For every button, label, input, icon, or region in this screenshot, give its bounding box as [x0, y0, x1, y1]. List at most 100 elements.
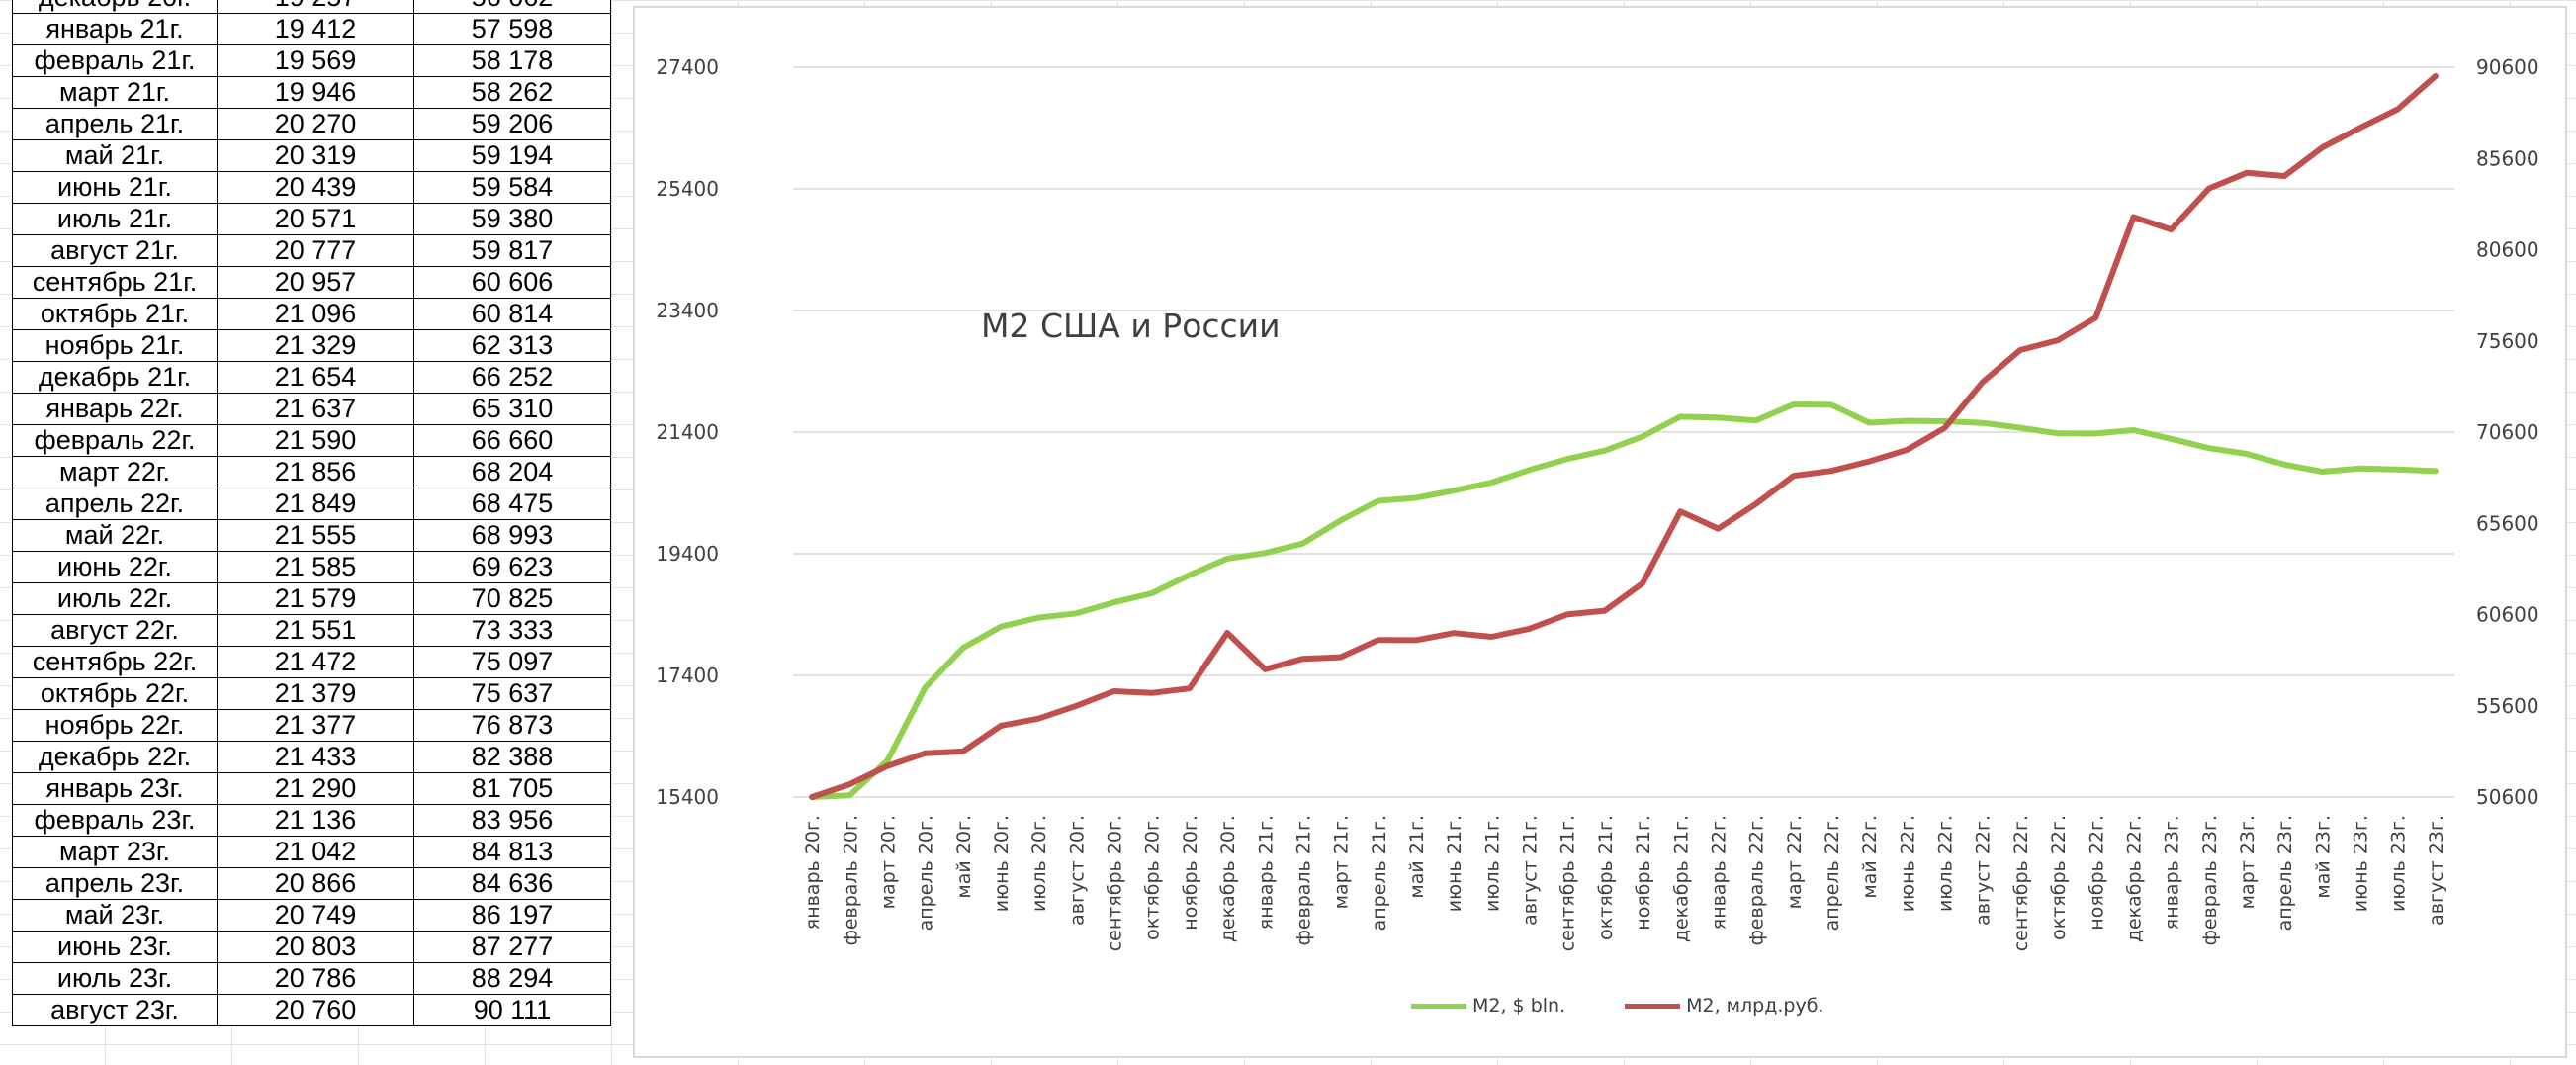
table-cell[interactable]: 20 777	[217, 234, 414, 267]
table-cell[interactable]: март 23г.	[12, 836, 218, 868]
table-cell[interactable]: август 22г.	[12, 614, 218, 647]
table-cell[interactable]: 21 637	[217, 393, 414, 425]
table-cell[interactable]: 88 294	[413, 962, 611, 995]
table-cell[interactable]: 59 194	[413, 139, 611, 172]
table-cell[interactable]: июль 23г.	[12, 962, 218, 995]
table-cell[interactable]: 58 262	[413, 76, 611, 109]
table-cell[interactable]: январь 22г.	[12, 393, 218, 425]
table-cell[interactable]: 75 097	[413, 646, 611, 678]
table-cell[interactable]: февраль 21г.	[12, 44, 218, 77]
table-cell[interactable]: октябрь 21г.	[12, 298, 218, 330]
table-cell[interactable]: 62 313	[413, 329, 611, 362]
table-cell[interactable]: 20 439	[217, 171, 414, 204]
table-cell[interactable]: август 23г.	[12, 994, 218, 1026]
table-cell[interactable]: 81 705	[413, 772, 611, 805]
table-cell[interactable]: 20 803	[217, 931, 414, 963]
table-cell[interactable]: 21 856	[217, 456, 414, 488]
table-cell[interactable]: январь 21г.	[12, 13, 218, 45]
table-cell[interactable]: 60 814	[413, 298, 611, 330]
table-cell[interactable]: 66 660	[413, 424, 611, 457]
table-cell[interactable]: 21 579	[217, 582, 414, 615]
table-cell[interactable]: 21 377	[217, 709, 414, 742]
table-cell[interactable]: апрель 21г.	[12, 108, 218, 140]
table-cell[interactable]: 21 096	[217, 298, 414, 330]
table-cell[interactable]: октябрь 22г.	[12, 677, 218, 710]
table-cell[interactable]: 87 277	[413, 931, 611, 963]
table-cell[interactable]: 56 062	[413, 0, 611, 14]
table-cell[interactable]: 20 866	[217, 867, 414, 900]
table-cell[interactable]: 20 749	[217, 899, 414, 932]
table-cell[interactable]: 60 606	[413, 266, 611, 299]
table-cell[interactable]: 21 042	[217, 836, 414, 868]
table-cell[interactable]: 20 270	[217, 108, 414, 140]
table-cell[interactable]: 76 873	[413, 709, 611, 742]
table-cell[interactable]: 20 786	[217, 962, 414, 995]
chart-area[interactable]: 15400 17400 19400 21400 23400 25400 27400 50600…	[633, 6, 2567, 1058]
table-cell[interactable]: август 21г.	[12, 234, 218, 267]
table-cell[interactable]: сентябрь 21г.	[12, 266, 218, 299]
table-cell[interactable]: 20 760	[217, 994, 414, 1026]
table-cell[interactable]: 59 584	[413, 171, 611, 204]
table-cell[interactable]: 66 252	[413, 361, 611, 394]
table-cell[interactable]: 90 111	[413, 994, 611, 1026]
table-cell[interactable]: 58 178	[413, 44, 611, 77]
table-cell[interactable]: 86 197	[413, 899, 611, 932]
table-cell[interactable]: 73 333	[413, 614, 611, 647]
table-cell[interactable]: 21 585	[217, 551, 414, 583]
table-cell[interactable]: май 23г.	[12, 899, 218, 932]
table-cell[interactable]: 21 654	[217, 361, 414, 394]
table-cell[interactable]: 68 204	[413, 456, 611, 488]
table-cell[interactable]: 21 290	[217, 772, 414, 805]
table-cell[interactable]: 59 206	[413, 108, 611, 140]
table-cell[interactable]: 68 475	[413, 488, 611, 520]
table-cell[interactable]: апрель 23г.	[12, 867, 218, 900]
table-cell[interactable]: сентябрь 22г.	[12, 646, 218, 678]
table-cell[interactable]: 69 623	[413, 551, 611, 583]
table-cell[interactable]: февраль 23г.	[12, 804, 218, 837]
table-cell[interactable]: 82 388	[413, 741, 611, 773]
table-cell[interactable]: декабрь 20г.	[12, 0, 218, 14]
table-cell[interactable]: декабрь 22г.	[12, 741, 218, 773]
table-cell[interactable]: 21 590	[217, 424, 414, 457]
table-cell[interactable]: 59 380	[413, 203, 611, 235]
table-cell[interactable]: 20 957	[217, 266, 414, 299]
table-cell[interactable]: февраль 22г.	[12, 424, 218, 457]
table-cell[interactable]: январь 23г.	[12, 772, 218, 805]
table-cell[interactable]: 75 637	[413, 677, 611, 710]
table-cell[interactable]: 19 569	[217, 44, 414, 77]
table-cell[interactable]: 21 379	[217, 677, 414, 710]
table-cell[interactable]: 21 551	[217, 614, 414, 647]
table-cell[interactable]: 20 319	[217, 139, 414, 172]
table-cell[interactable]: 21 329	[217, 329, 414, 362]
table-cell[interactable]: июль 21г.	[12, 203, 218, 235]
table-cell[interactable]: 20 571	[217, 203, 414, 235]
table-cell[interactable]: ноябрь 22г.	[12, 709, 218, 742]
table-cell[interactable]: декабрь 21г.	[12, 361, 218, 394]
table-cell[interactable]: ноябрь 21г.	[12, 329, 218, 362]
table-cell[interactable]: 21 472	[217, 646, 414, 678]
table-cell[interactable]: 65 310	[413, 393, 611, 425]
table-cell[interactable]: 59 817	[413, 234, 611, 267]
table-cell[interactable]: май 21г.	[12, 139, 218, 172]
table-cell[interactable]: июнь 23г.	[12, 931, 218, 963]
table-cell[interactable]: 84 636	[413, 867, 611, 900]
table-cell[interactable]: апрель 22г.	[12, 488, 218, 520]
table-cell[interactable]: 21 555	[217, 519, 414, 552]
table-cell[interactable]: 19 946	[217, 76, 414, 109]
table-cell[interactable]: июль 22г.	[12, 582, 218, 615]
table-cell[interactable]: март 21г.	[12, 76, 218, 109]
table-cell[interactable]: 57 598	[413, 13, 611, 45]
table-cell[interactable]: 21 849	[217, 488, 414, 520]
table-cell[interactable]: май 22г.	[12, 519, 218, 552]
table-cell[interactable]: 19 412	[217, 13, 414, 45]
table-cell[interactable]: 21 136	[217, 804, 414, 837]
table-cell[interactable]: 68 993	[413, 519, 611, 552]
table-cell[interactable]: июнь 22г.	[12, 551, 218, 583]
table-cell[interactable]: июнь 21г.	[12, 171, 218, 204]
table-cell[interactable]: 84 813	[413, 836, 611, 868]
table-cell[interactable]: 19 257	[217, 0, 414, 14]
table-cell[interactable]: 83 956	[413, 804, 611, 837]
table-cell[interactable]: 21 433	[217, 741, 414, 773]
table-cell[interactable]: 70 825	[413, 582, 611, 615]
table-cell[interactable]: март 22г.	[12, 456, 218, 488]
